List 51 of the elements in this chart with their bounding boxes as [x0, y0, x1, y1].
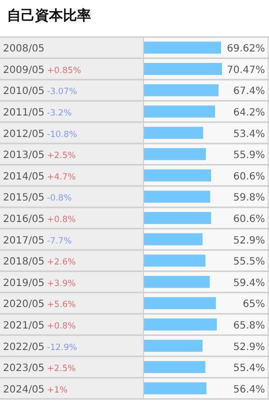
text: +0.8% — [47, 215, 76, 225]
text: +2.5% — [47, 364, 76, 374]
y-tick-label: 2018/05 — [3, 256, 45, 268]
y-tick-label: 2014/05 — [3, 171, 45, 182]
y-tick-label: 2008/05 — [3, 44, 45, 55]
data-label: 65% — [242, 299, 265, 310]
y-tick-label: 2010/05 — [3, 86, 45, 98]
data-label: 55.9% — [233, 150, 265, 162]
data-label: 59.4% — [233, 278, 265, 289]
text: -12.9% — [47, 342, 78, 353]
text: -3.07% — [47, 87, 78, 98]
y-tick-label: 2011/05 — [3, 108, 45, 119]
text: +3.9% — [47, 278, 76, 289]
y-tick-label: 2020/05 — [3, 299, 45, 310]
data-label: 67.4% — [233, 86, 265, 98]
text: +0.85% — [47, 66, 82, 76]
text: -3.2% — [47, 108, 72, 119]
y-tick-label: 2009/05 — [3, 64, 45, 76]
text: +0.8% — [47, 321, 76, 332]
y-tick-label: 2016/05 — [3, 214, 45, 225]
text: +5.6% — [47, 300, 76, 310]
data-label: 70.47% — [226, 64, 265, 76]
y-tick-label: 2024/05 — [3, 384, 45, 396]
data-label: 60.6% — [233, 214, 265, 225]
y-tick-label: 2023/05 — [3, 363, 45, 374]
text: +2.5% — [47, 151, 76, 162]
y-tick-label: 2017/05 — [3, 235, 45, 246]
data-label: 52.9% — [233, 342, 265, 353]
text: +4.7% — [47, 172, 76, 182]
data-label: 64.2% — [233, 108, 265, 119]
y-tick-label: 2022/05 — [3, 342, 45, 353]
data-label: 55.5% — [233, 256, 265, 268]
text: +2.6% — [47, 258, 76, 268]
y-tick-label: 2015/05 — [3, 192, 45, 204]
y-tick-label: 2021/05 — [3, 320, 45, 332]
y-tick-label: 2019/05 — [3, 278, 45, 289]
data-label: 69.62% — [226, 44, 265, 55]
data-label: 65.8% — [233, 320, 265, 332]
data-label: 52.9% — [233, 235, 265, 246]
text: -10.8% — [47, 130, 78, 140]
data-label: 53.4% — [233, 128, 265, 140]
text: -7.7% — [47, 236, 72, 246]
text: +1% — [47, 385, 68, 396]
data-label: 59.8% — [233, 192, 265, 204]
y-tick-label: 2013/05 — [3, 150, 45, 162]
y-tick-label: 2012/05 — [3, 128, 45, 140]
data-label: 55.4% — [233, 363, 265, 374]
chart-title: 自己資本比率 — [7, 7, 91, 24]
text: -0.8% — [47, 194, 72, 204]
data-label: 56.4% — [233, 384, 265, 396]
data-label: 60.6% — [233, 171, 265, 182]
